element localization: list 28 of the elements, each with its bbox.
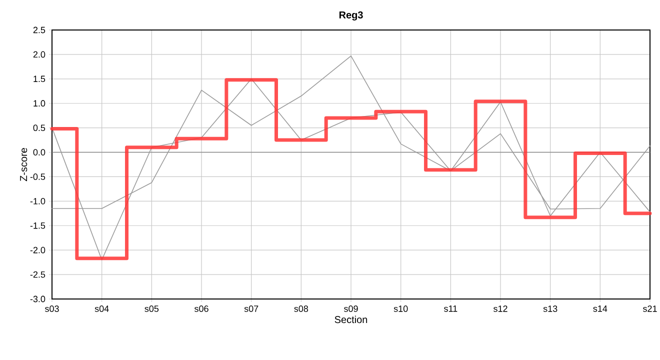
x-tick-label: s21 — [643, 306, 657, 312]
y-tick-label: 1.0 — [34, 100, 46, 107]
x-tick-label: s08 — [294, 306, 308, 312]
x-tick-label: s09 — [344, 306, 358, 312]
y-tick-label: -2.0 — [30, 246, 46, 254]
x-tick-label: s14 — [593, 306, 608, 312]
y-tick-label: 2.5 — [33, 26, 46, 34]
y-tick-label: 1.5 — [34, 76, 46, 82]
x-tick-label: s04 — [94, 306, 109, 312]
y-tick-label: 0.0 — [33, 149, 46, 156]
x-tick-label: s07 — [244, 306, 258, 312]
x-tick-label: s10 — [394, 306, 408, 312]
y-tick-label: -3.0 — [30, 296, 46, 302]
x-tick-label: s05 — [144, 306, 159, 312]
x-tick-label: s12 — [494, 306, 508, 312]
y-tick-label: 2.0 — [33, 51, 46, 58]
x-tick-label: s11 — [444, 306, 458, 312]
y-axis-title: Z-score — [20, 148, 28, 182]
y-tick-label: -1.0 — [30, 198, 46, 204]
x-tick-label: s06 — [194, 306, 208, 312]
y-tick-label: 0.5 — [33, 124, 46, 132]
y-tick-label: -0.5 — [30, 174, 46, 180]
chart-title: Reg3 — [339, 11, 363, 20]
x-axis-title: Section — [334, 316, 368, 324]
x-tick-label: s03 — [45, 306, 59, 312]
y-tick-label: -1.5 — [30, 222, 46, 229]
x-tick-label: s13 — [543, 306, 558, 312]
y-tick-label: -2.5 — [30, 271, 46, 278]
